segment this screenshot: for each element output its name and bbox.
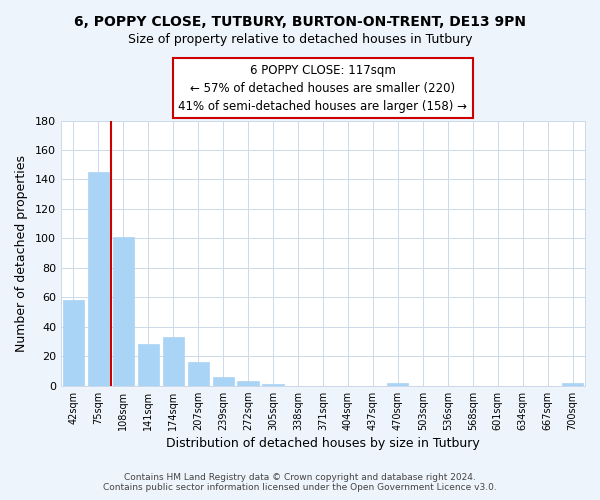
Bar bbox=[88, 172, 109, 386]
Bar bbox=[188, 362, 209, 386]
Bar bbox=[562, 382, 583, 386]
Y-axis label: Number of detached properties: Number of detached properties bbox=[15, 154, 28, 352]
Text: 6 POPPY CLOSE: 117sqm
← 57% of detached houses are smaller (220)
41% of semi-det: 6 POPPY CLOSE: 117sqm ← 57% of detached … bbox=[178, 64, 467, 112]
Text: Size of property relative to detached houses in Tutbury: Size of property relative to detached ho… bbox=[128, 32, 472, 46]
Bar bbox=[262, 384, 284, 386]
Text: Contains HM Land Registry data © Crown copyright and database right 2024.
Contai: Contains HM Land Registry data © Crown c… bbox=[103, 473, 497, 492]
Bar bbox=[63, 300, 84, 386]
Bar bbox=[238, 382, 259, 386]
Bar bbox=[113, 237, 134, 386]
X-axis label: Distribution of detached houses by size in Tutbury: Distribution of detached houses by size … bbox=[166, 437, 480, 450]
Bar bbox=[212, 377, 234, 386]
Text: 6, POPPY CLOSE, TUTBURY, BURTON-ON-TRENT, DE13 9PN: 6, POPPY CLOSE, TUTBURY, BURTON-ON-TRENT… bbox=[74, 15, 526, 29]
Bar bbox=[387, 382, 409, 386]
Bar bbox=[137, 344, 159, 386]
Bar bbox=[163, 337, 184, 386]
